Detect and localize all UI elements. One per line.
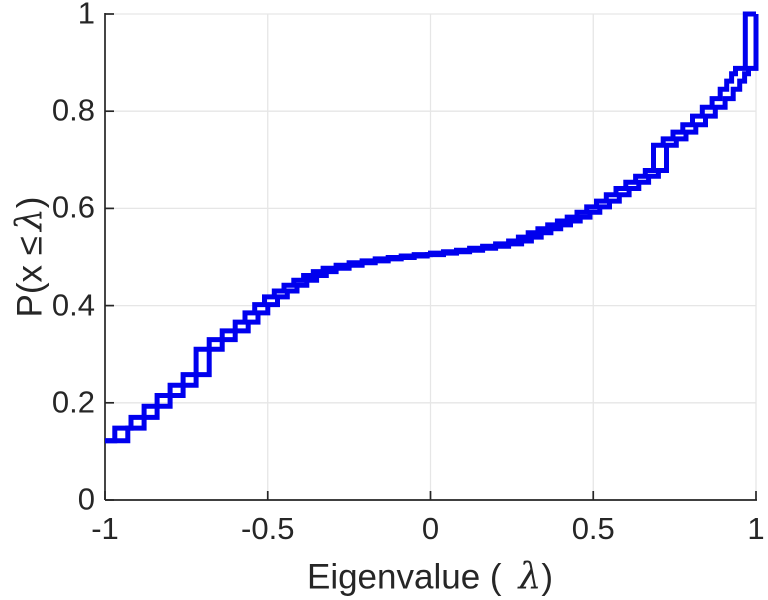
ecdf-stair-late xyxy=(105,14,759,444)
y-tick-label: 0.4 xyxy=(51,286,95,322)
y-tick-label: 0 xyxy=(77,481,95,517)
x-axis-label-suffix: ) xyxy=(541,557,554,597)
y-tick-label: 0.8 xyxy=(51,92,95,128)
y-tick-label: 0.6 xyxy=(51,189,95,225)
x-tick-label: 1 xyxy=(747,511,765,546)
x-tick-label: -1 xyxy=(91,511,119,546)
x-axis-label: Eigenvalue ( λ) xyxy=(307,557,553,598)
y-tick-label: 0.2 xyxy=(51,384,95,420)
x-tick-label: 0 xyxy=(421,511,440,546)
x-tick-label: 0.5 xyxy=(571,511,615,546)
x-axis-label-text: Eigenvalue ( xyxy=(306,557,502,597)
y-tick-label: 1 xyxy=(77,0,95,31)
lambda-symbol: λ xyxy=(518,556,542,598)
x-tick-label: -0.5 xyxy=(241,511,295,546)
